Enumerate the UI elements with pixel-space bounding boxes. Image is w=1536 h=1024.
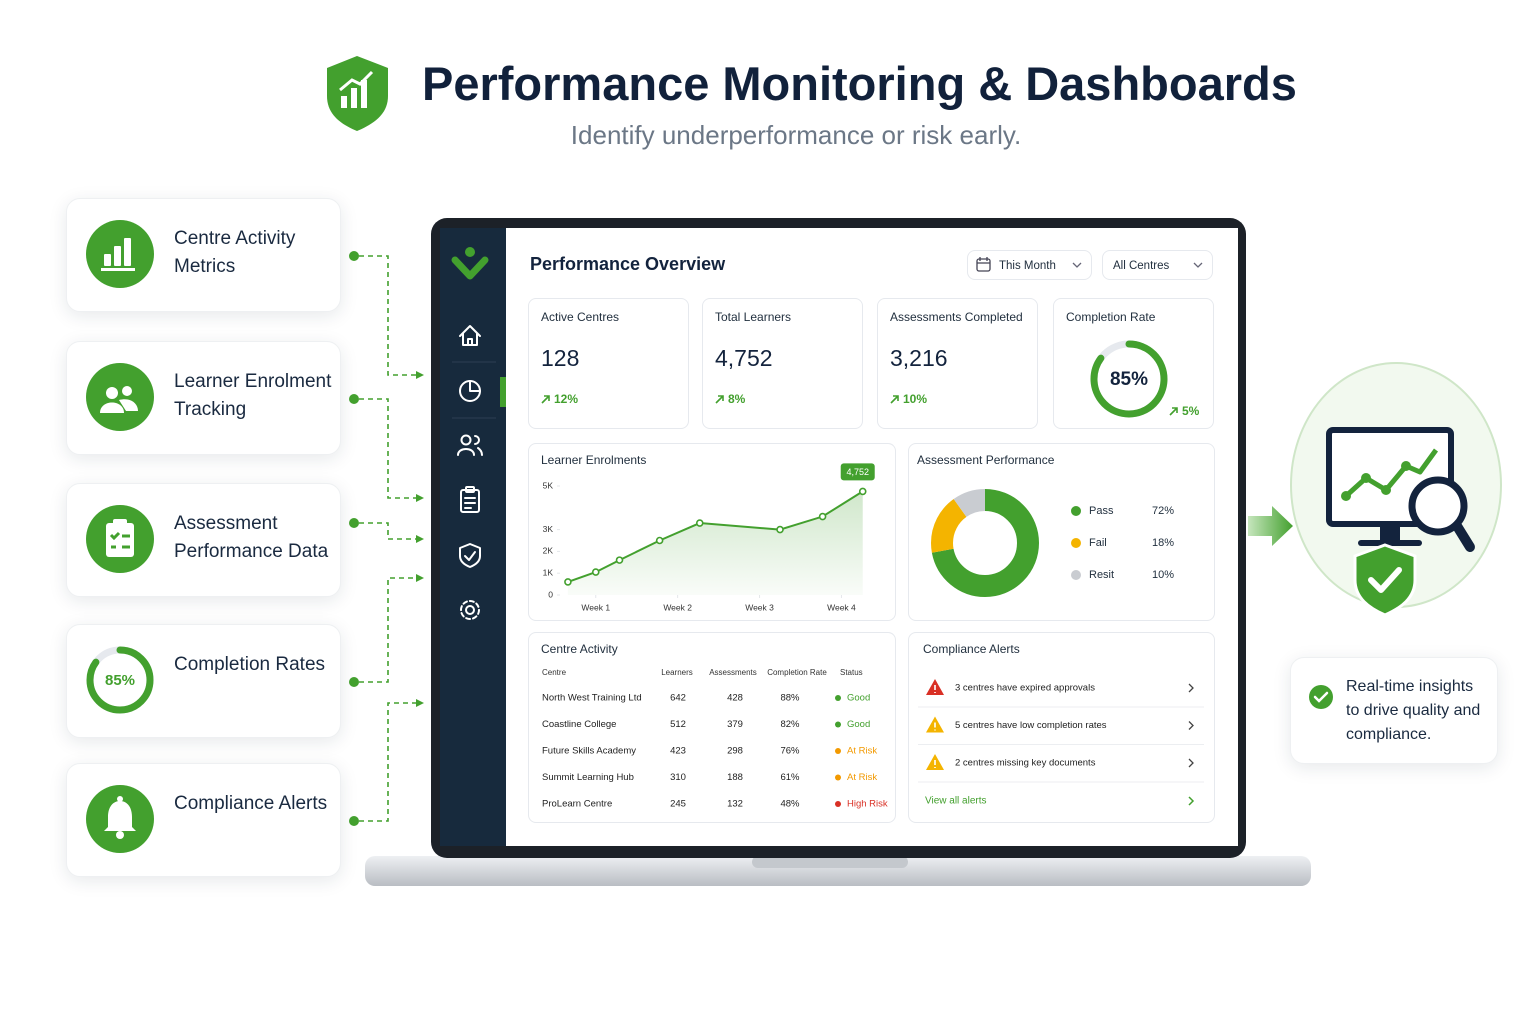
laptop-notch (752, 856, 908, 868)
sidebar-separators (452, 361, 496, 419)
laptop-base (365, 856, 1311, 886)
feature-label: Compliance Alerts (174, 793, 328, 814)
logo (451, 247, 489, 280)
flow-arrow (1248, 506, 1293, 546)
kpi-card (702, 298, 863, 429)
feature-label: Learner Enrolment Tracking (174, 371, 332, 420)
feature-label: Assessment Performance Data (174, 513, 329, 562)
alerts-card (908, 632, 1215, 823)
feature-label: Completion Rates (174, 654, 326, 675)
page-subtitle: Identify underperformance or risk early. (570, 120, 1022, 150)
sidebar-icons (457, 325, 483, 620)
table-card (528, 632, 896, 823)
kpi-card (877, 298, 1038, 429)
filter-dropdown (967, 250, 1092, 280)
feature-card (66, 624, 341, 738)
kpi-card (1053, 298, 1214, 429)
active-indicator (500, 377, 506, 407)
header-icon (327, 56, 388, 131)
callout-text: Real-time insights to drive quality and … (1346, 678, 1481, 743)
filter-dropdown (1102, 250, 1213, 280)
chart-card (908, 443, 1215, 621)
callout-card (1290, 657, 1498, 764)
kpi-card (528, 298, 689, 429)
feature-label: Centre Activity Metrics (174, 228, 296, 277)
insight-illustration (1290, 362, 1502, 617)
chart-card (528, 443, 896, 621)
feature-card (66, 763, 341, 877)
page-title: Performance Monitoring & Dashboards (422, 57, 1297, 110)
sidebar (440, 228, 506, 846)
